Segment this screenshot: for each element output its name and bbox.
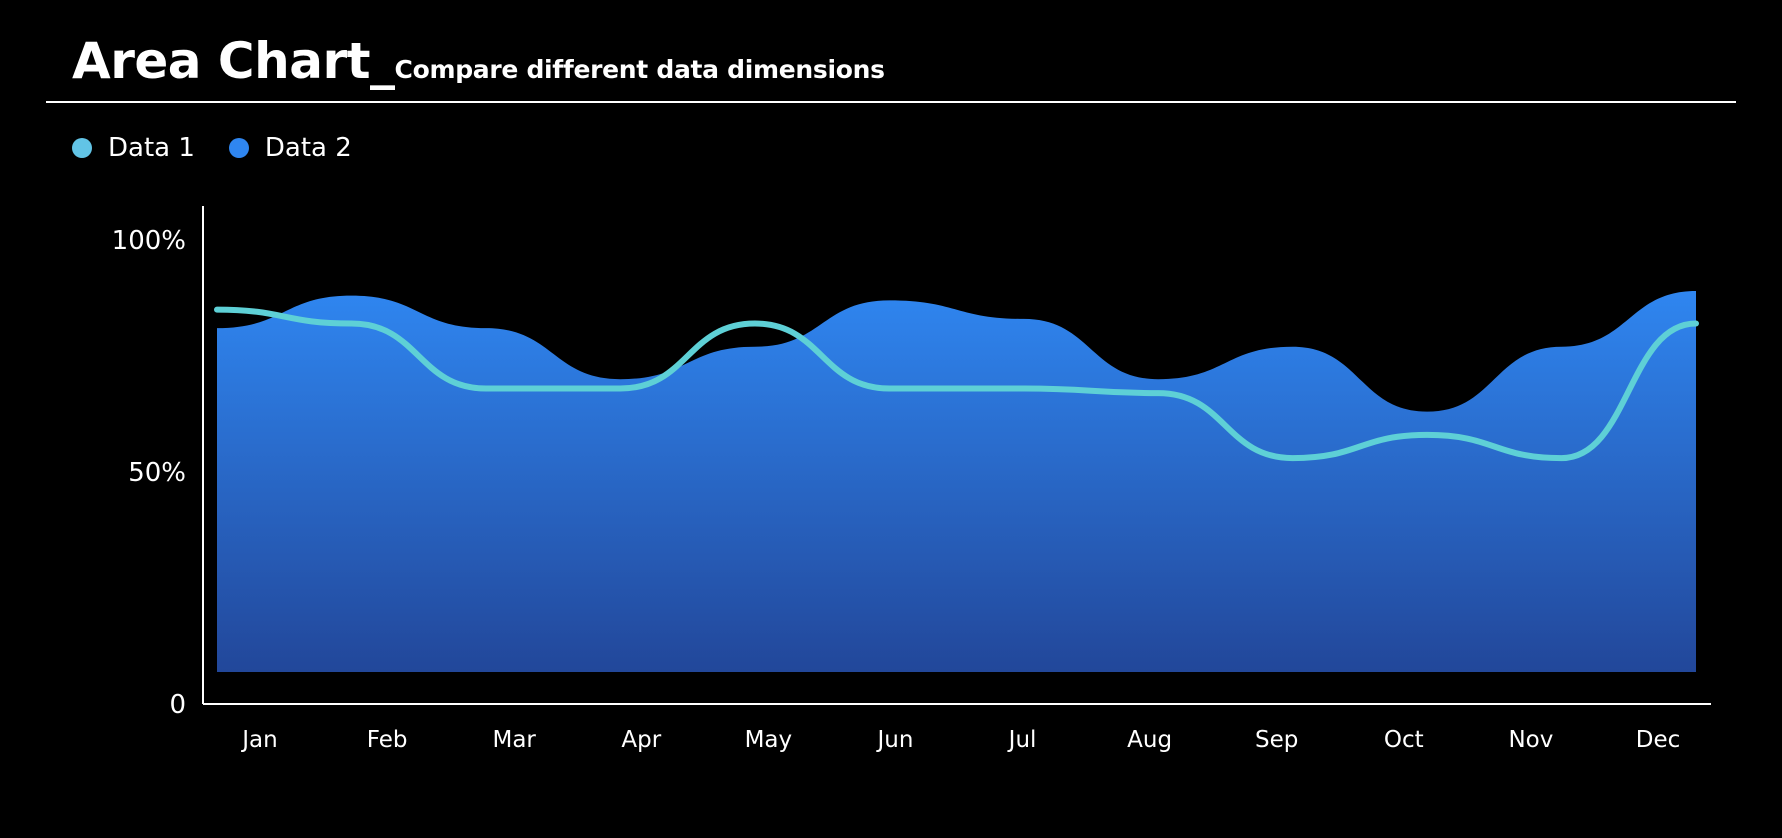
- x-tick-label: Mar: [492, 727, 536, 753]
- legend-marker-data1: [72, 138, 92, 158]
- x-tick-label: Jul: [1007, 727, 1037, 753]
- x-tick-label: Oct: [1384, 727, 1424, 753]
- chart-header: Area Chart_Compare different data dimens…: [72, 32, 885, 90]
- x-tick-label: May: [745, 727, 793, 753]
- chart-title: Area Chart_: [72, 32, 395, 90]
- y-tick-label: 0: [169, 690, 186, 720]
- x-tick-label: Nov: [1508, 727, 1553, 753]
- header-divider: [46, 101, 1736, 103]
- y-tick-label: 100%: [112, 226, 186, 256]
- x-tick-label: Aug: [1127, 727, 1172, 753]
- legend-label-data2: Data 2: [264, 133, 352, 163]
- x-tick-label: Apr: [621, 727, 661, 753]
- legend-label-data1: Data 1: [108, 133, 195, 163]
- legend-marker-data2: [228, 138, 249, 158]
- legend-item-data1[interactable]: Data 1: [72, 133, 195, 163]
- chart-legend: Data 1 Data 2: [72, 133, 352, 163]
- x-tick-label: Sep: [1255, 727, 1298, 753]
- series-line-data1[interactable]: [214, 306, 1699, 462]
- y-tick-label: 50%: [128, 458, 186, 488]
- series-area-data2[interactable]: [217, 291, 1696, 672]
- chart-subtitle: Compare different data dimensions: [394, 55, 886, 84]
- x-tick-label: Feb: [367, 727, 408, 753]
- x-tick-label: Dec: [1636, 727, 1681, 753]
- x-tick-label: Jan: [240, 727, 277, 753]
- legend-item-data2[interactable]: Data 2: [228, 133, 352, 163]
- x-tick-label: Jun: [875, 727, 913, 753]
